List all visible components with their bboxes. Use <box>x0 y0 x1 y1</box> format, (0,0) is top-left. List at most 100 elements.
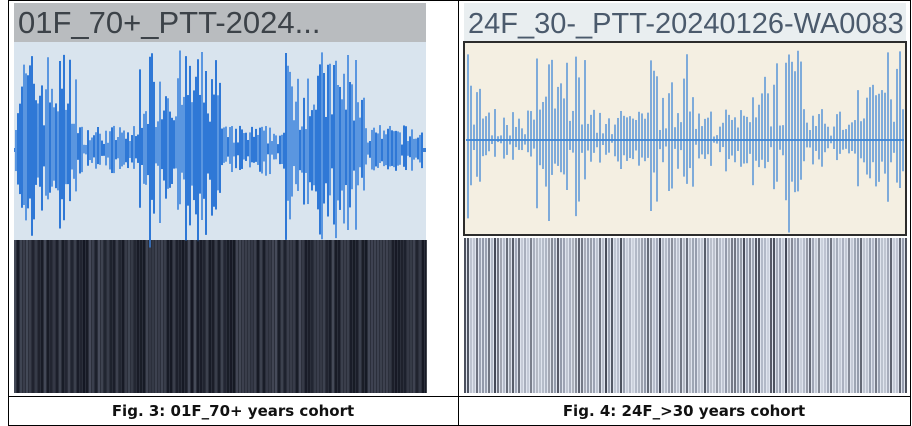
spectrogram-stripe <box>464 238 466 393</box>
spectrogram-stripe <box>425 240 427 393</box>
spectrogram-stripe <box>146 240 148 393</box>
spectrogram-stripe <box>230 240 232 393</box>
spectrogram-stripe <box>191 240 193 393</box>
spectrogram-stripe <box>479 238 481 393</box>
spectrogram-stripe <box>200 240 202 393</box>
spectrogram-stripe <box>836 238 838 393</box>
spectrogram-stripe <box>38 240 40 393</box>
spectrogram-stripe <box>359 240 361 393</box>
spectrogram-stripe <box>632 238 634 393</box>
spectrogram-stripe <box>194 240 196 393</box>
spectrogram-stripe <box>257 240 259 393</box>
spectrogram-stripe <box>167 240 169 393</box>
spectrogram-stripe <box>332 240 334 393</box>
spectrogram-stripe <box>794 238 796 393</box>
spectrogram-stripe <box>488 238 490 393</box>
spectrogram-stripe <box>374 240 376 393</box>
spectrogram-stripe <box>644 238 646 393</box>
spectrogram-stripe <box>521 238 523 393</box>
spectrogram-stripe <box>881 238 883 393</box>
spectrogram-stripe <box>800 238 802 393</box>
spectrogram-stripe <box>92 240 94 393</box>
spectrogram-stripe <box>581 238 583 393</box>
spectrogram-stripe <box>512 238 514 393</box>
spectrogram-stripe <box>134 240 136 393</box>
spectrogram-stripe <box>707 238 709 393</box>
spectrogram-stripe <box>353 240 355 393</box>
spectrogram-stripe <box>503 238 505 393</box>
spectrogram-stripe <box>680 238 682 393</box>
spectrogram-stripe <box>839 238 841 393</box>
spectrogram-stripe <box>110 240 112 393</box>
spectrogram-stripe <box>50 240 52 393</box>
spectrogram-stripe <box>20 240 22 393</box>
spectrogram-stripe <box>233 240 235 393</box>
spectrogram-stripe <box>341 240 343 393</box>
spectrogram-stripe <box>113 240 115 393</box>
spectrogram-stripe <box>719 238 721 393</box>
spectrogram-stripe <box>386 240 388 393</box>
spectrogram-stripe <box>788 238 790 393</box>
spectrogram-stripe <box>818 238 820 393</box>
spectrogram-stripe <box>809 238 811 393</box>
spectrogram-stripe <box>758 238 760 393</box>
spectrogram-stripe <box>239 240 241 393</box>
spectrogram-stripe <box>89 240 91 393</box>
spectrogram-stripe <box>662 238 664 393</box>
spectrogram-stripe <box>98 240 100 393</box>
spectrogram-stripe <box>602 238 604 393</box>
spectrogram-stripe <box>884 238 886 393</box>
spectrogram-stripe <box>413 240 415 393</box>
spectrogram-stripe <box>539 238 541 393</box>
spectrogram-stripe <box>206 240 208 393</box>
spectrogram-stripe <box>362 240 364 393</box>
spectrogram-stripe <box>380 240 382 393</box>
spectrogram-stripe <box>899 238 901 393</box>
spectrogram-stripe <box>377 240 379 393</box>
spectrogram-stripe <box>806 238 808 393</box>
spectrogram-stripe <box>650 238 652 393</box>
spectrogram-stripe <box>524 238 526 393</box>
spectrogram-stripe <box>845 238 847 393</box>
spectrogram-stripe <box>419 240 421 393</box>
spectrogram-stripe <box>299 240 301 393</box>
spectrogram-stripe <box>347 240 349 393</box>
spectrogram-stripe <box>629 238 631 393</box>
spectrogram-stripe <box>527 238 529 393</box>
spectrogram-stripe <box>596 238 598 393</box>
spectrogram-stripe <box>752 238 754 393</box>
spectrogram-stripe <box>260 240 262 393</box>
spectrogram-stripe <box>410 240 412 393</box>
spectrogram-stripe <box>119 240 121 393</box>
spectrogram-stripe <box>827 238 829 393</box>
spectrogram-stripe <box>566 238 568 393</box>
spectrogram-stripe <box>65 240 67 393</box>
spectrogram-stripe <box>263 240 265 393</box>
spectrogram-stripe <box>638 238 640 393</box>
spectrogram-stripe <box>290 240 292 393</box>
spectrogram-stripe <box>44 240 46 393</box>
spectrogram-stripe <box>71 240 73 393</box>
spectrogram-stripe <box>764 238 766 393</box>
spectrogram-stripe <box>494 238 496 393</box>
spectrogram-stripe <box>833 238 835 393</box>
spectrogram-stripe <box>104 240 106 393</box>
spectrogram-stripe <box>878 238 880 393</box>
spectrogram-stripe <box>542 238 544 393</box>
spectrogram-stripe <box>164 240 166 393</box>
spectrogram-stripe <box>599 238 601 393</box>
spectrogram-stripe <box>173 240 175 393</box>
spectrogram-stripe <box>848 238 850 393</box>
spectrogram-stripe <box>536 238 538 393</box>
spectrogram-stripe <box>293 240 295 393</box>
spectrogram-stripe <box>500 238 502 393</box>
spectrogram-stripe <box>593 238 595 393</box>
spectrogram-stripe <box>32 240 34 393</box>
spectrogram-stripe <box>560 238 562 393</box>
spectrogram-stripe <box>122 240 124 393</box>
spectrogram-stripe <box>824 238 826 393</box>
spectrogram-stripe <box>251 240 253 393</box>
spectrogram-stripe <box>422 240 424 393</box>
